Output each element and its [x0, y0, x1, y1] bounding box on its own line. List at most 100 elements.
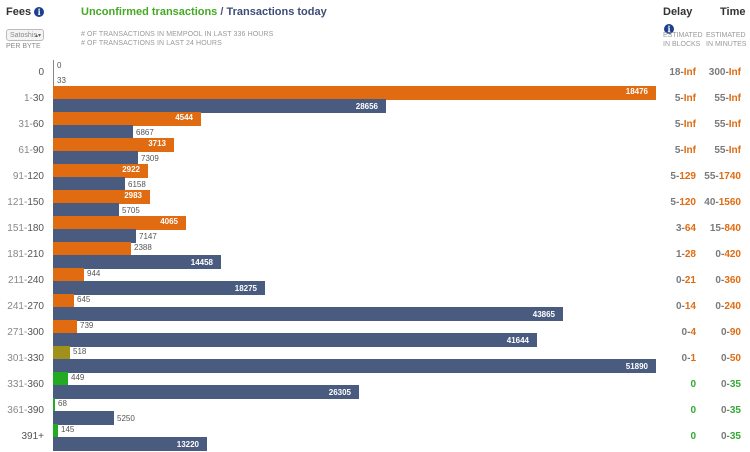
delay-estimate: 5-Inf	[675, 118, 696, 132]
delay-estimate: 3-64	[676, 222, 696, 236]
bar-today[interactable]	[53, 229, 136, 243]
bar-unconfirmed[interactable]	[53, 268, 84, 282]
bar-unconfirmed[interactable]	[53, 190, 150, 204]
updown-caret-icon: ▴▾	[34, 33, 41, 39]
fee-range-high: 90	[32, 145, 44, 156]
bar-today[interactable]	[53, 385, 359, 399]
delay-subheader: ESTIMATED IN BLOCKS	[663, 31, 703, 49]
fee-range-high: 270	[27, 301, 44, 312]
bar-unconfirmed[interactable]	[53, 86, 656, 100]
legend-mempool: # OF TRANSACTIONS IN MEMPOOL IN LAST 336…	[81, 31, 274, 38]
bar-unconfirmed[interactable]	[53, 60, 54, 74]
delay-estimate: 0-21	[676, 274, 696, 288]
unit-select[interactable]: Satoshis ▴▾	[6, 29, 44, 41]
time-header: Time	[720, 6, 746, 18]
delay-low: 0-	[675, 275, 685, 286]
time-high: 360	[724, 275, 741, 286]
delay-high: 0	[690, 431, 696, 442]
bar-unconfirmed[interactable]	[53, 346, 70, 360]
time-low: 0-	[720, 327, 730, 338]
today-value-label: 6158	[128, 180, 146, 189]
delay-high: Inf	[683, 145, 696, 156]
delay-high: Inf	[683, 119, 696, 130]
fee-range-high: 30	[32, 93, 44, 104]
fee-range-high: 60	[32, 119, 44, 130]
delay-high: 1	[690, 353, 696, 364]
time-estimate: 0-240	[715, 300, 741, 314]
bar-today[interactable]	[53, 281, 265, 295]
bar-today[interactable]	[53, 255, 221, 269]
title-separator: /	[217, 6, 227, 18]
time-high: 90	[729, 327, 741, 338]
bar-today[interactable]	[53, 203, 119, 217]
time-high: 1560	[718, 197, 741, 208]
time-estimate: 55-1740	[704, 170, 741, 184]
fee-range-low: 121-	[7, 197, 28, 208]
fee-range-label: 61-90	[0, 144, 44, 158]
info-icon[interactable]: i	[34, 7, 45, 17]
delay-high: 64	[684, 223, 696, 234]
fee-range-low: 151-	[7, 223, 28, 234]
bar-unconfirmed[interactable]	[53, 216, 186, 230]
delay-high: Inf	[683, 93, 696, 104]
fee-range-label: 0	[0, 66, 44, 80]
bar-unconfirmed[interactable]	[53, 372, 68, 386]
title-unconfirmed: Unconfirmed transactions	[81, 6, 218, 18]
time-low: 0-	[715, 249, 725, 260]
chart-title: Unconfirmed transactions / Transactions …	[81, 6, 327, 18]
time-high: Inf	[728, 93, 741, 104]
fee-range-high: 210	[27, 249, 44, 260]
bar-today[interactable]	[53, 359, 656, 373]
fee-range-high: 180	[27, 223, 44, 234]
bar-unconfirmed[interactable]	[53, 164, 148, 178]
bar-today[interactable]	[53, 73, 54, 87]
unconfirmed-value-label: 2922	[122, 165, 140, 174]
unconfirmed-value-label: 3713	[148, 139, 166, 148]
bar-today[interactable]	[53, 151, 138, 165]
fee-range-low: 211-	[8, 275, 28, 286]
delay-low: 5-	[670, 171, 680, 182]
time-high: 1740	[718, 171, 741, 182]
title-today: Transactions today	[226, 6, 327, 18]
time-low: 40-	[704, 197, 719, 208]
time-sub-line1: ESTIMATED	[706, 32, 746, 39]
delay-estimate: 0-1	[682, 352, 696, 366]
fee-range-label: 91-120	[0, 170, 44, 184]
delay-estimate: 5-120	[670, 196, 696, 210]
bar-unconfirmed[interactable]	[53, 294, 74, 308]
time-high: Inf	[728, 67, 741, 78]
fee-range-low: 181-	[7, 249, 28, 260]
delay-high: 28	[684, 249, 696, 260]
fee-range-label: 121-150	[0, 196, 44, 210]
bar-today[interactable]	[53, 99, 386, 113]
bar-unconfirmed[interactable]	[53, 138, 174, 152]
bar-today[interactable]	[53, 125, 133, 139]
time-estimate: 15-840	[710, 222, 741, 236]
fee-range-high: 0	[38, 67, 44, 78]
fee-range-label: 151-180	[0, 222, 44, 236]
fee-range-low: 91-	[12, 171, 28, 182]
bar-today[interactable]	[53, 307, 563, 321]
bar-unconfirmed[interactable]	[53, 320, 77, 334]
bar-today[interactable]	[53, 177, 125, 191]
bar-today[interactable]	[53, 333, 537, 347]
bar-unconfirmed[interactable]	[53, 398, 55, 412]
delay-info-icon[interactable]: i	[664, 24, 674, 34]
bar-unconfirmed[interactable]	[53, 424, 58, 438]
bar-unconfirmed[interactable]	[53, 112, 201, 126]
fee-range-label: 301-330	[0, 352, 44, 366]
fee-range-high: 360	[27, 379, 44, 390]
bar-unconfirmed[interactable]	[53, 242, 131, 256]
unit-select-value: Satoshis	[10, 32, 37, 39]
fee-range-label: 241-270	[0, 300, 44, 314]
today-value-label: 26305	[328, 388, 351, 397]
delay-high: 0	[690, 405, 696, 416]
time-low: 0-	[720, 405, 730, 416]
today-value-label: 14458	[190, 258, 213, 267]
per-byte-label: PER BYTE	[6, 43, 41, 50]
unconfirmed-value-label: 518	[73, 347, 87, 356]
delay-estimate: 18-Inf	[669, 66, 696, 80]
bar-today[interactable]	[53, 411, 114, 425]
fee-range-high: 150	[27, 197, 44, 208]
bar-today[interactable]	[53, 437, 207, 451]
